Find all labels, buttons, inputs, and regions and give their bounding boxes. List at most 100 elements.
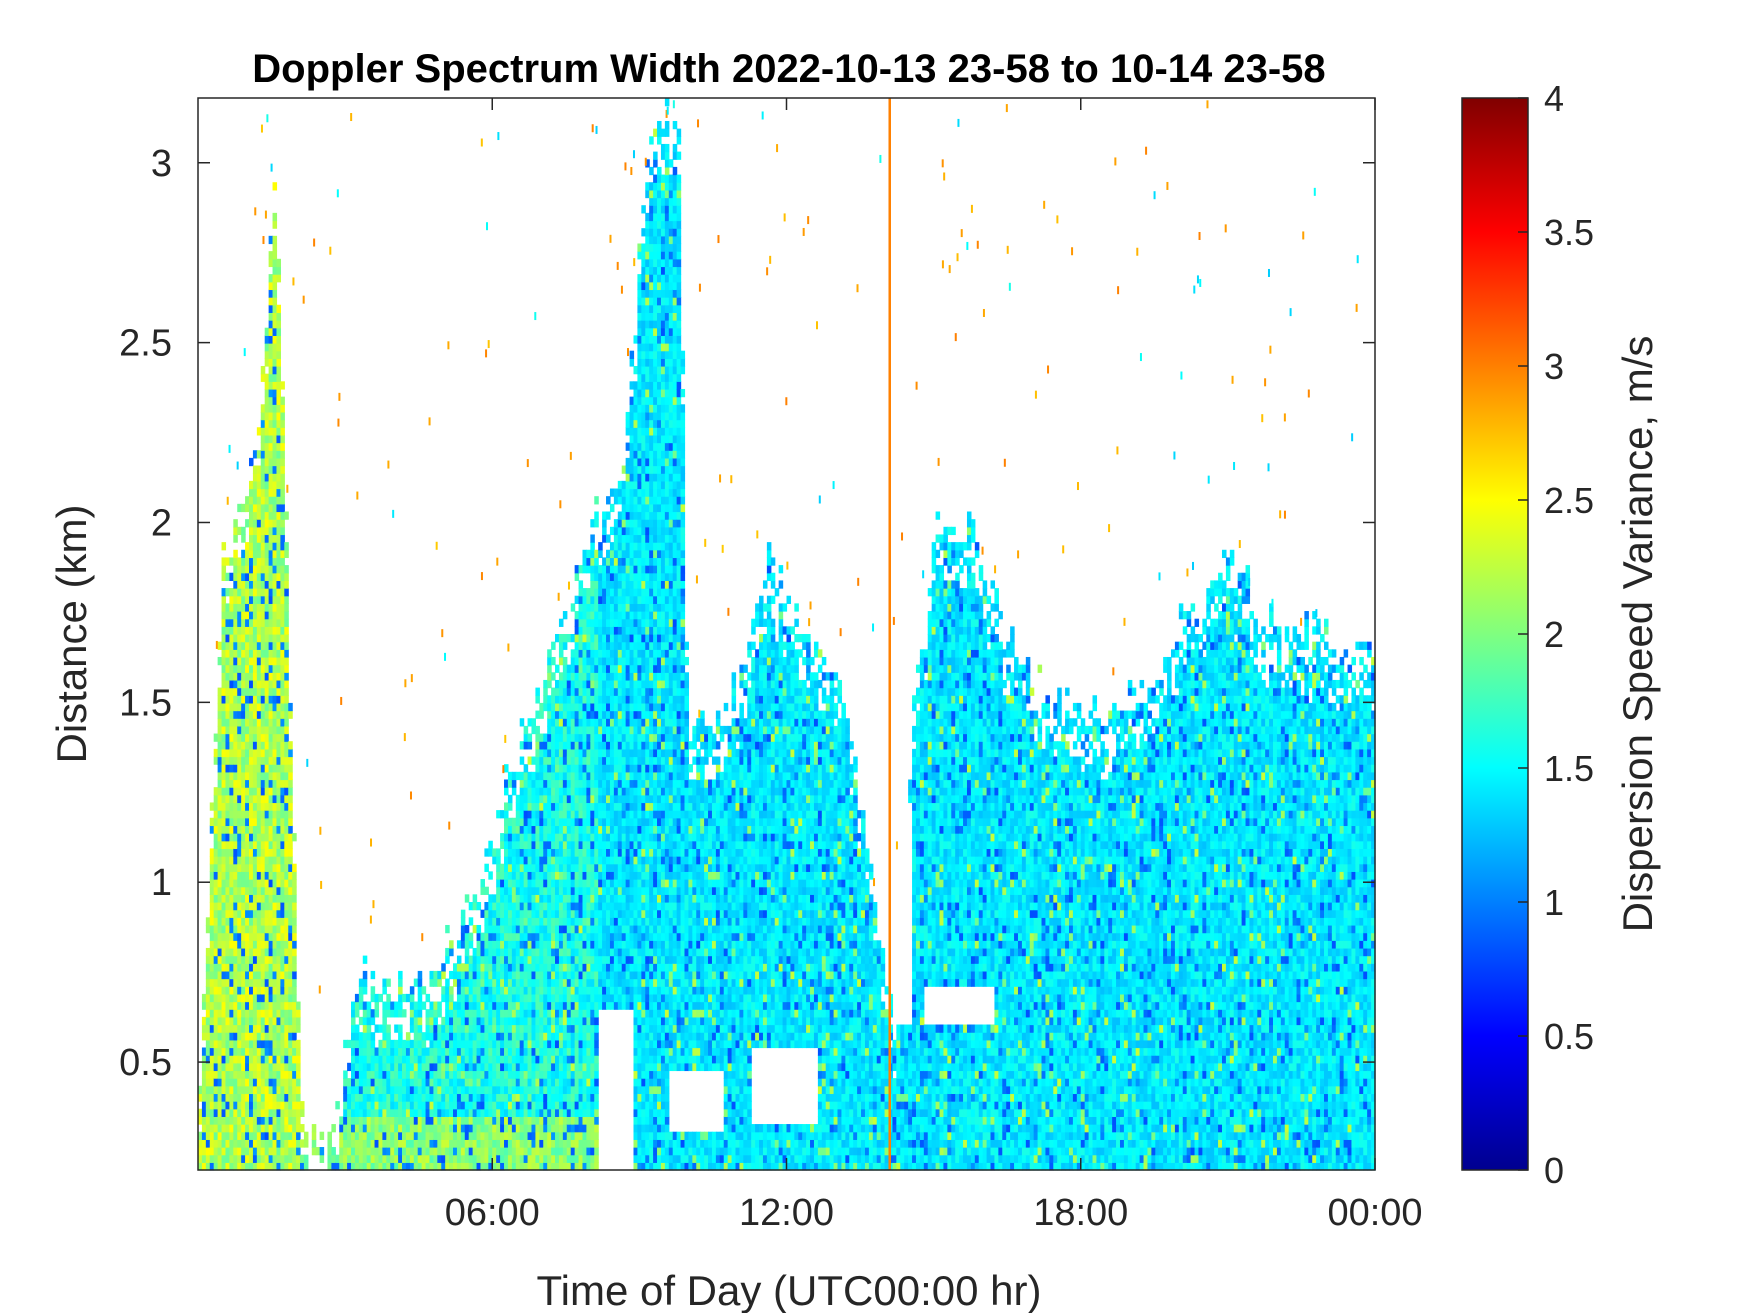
heatmap-cell xyxy=(617,695,623,704)
heatmap-cell xyxy=(268,1101,274,1110)
heatmap-cell xyxy=(578,764,584,773)
heatmap-cell xyxy=(425,1055,431,1064)
heatmap-cell xyxy=(280,687,285,696)
heatmap-cell xyxy=(484,970,489,980)
heatmap-cell xyxy=(504,1085,509,1095)
heatmap-cell xyxy=(464,1039,470,1049)
heatmap-cell xyxy=(268,733,274,742)
heatmap-cell xyxy=(264,725,270,735)
heatmap-cell xyxy=(515,863,521,872)
heatmap-cell xyxy=(237,656,242,666)
heatmap-cell xyxy=(468,940,474,949)
heatmap-cell xyxy=(590,909,595,918)
heatmap-cell xyxy=(358,1039,364,1049)
heatmap-cell xyxy=(249,603,254,612)
heatmap-cell xyxy=(417,1162,423,1171)
heatmap-cell xyxy=(209,1124,215,1133)
heatmap-cell xyxy=(617,664,623,673)
heatmap-cell xyxy=(241,825,246,834)
heatmap-cell xyxy=(433,1016,438,1026)
heatmap-cell xyxy=(217,902,223,911)
heatmap-cell xyxy=(468,1047,474,1056)
heatmap-cell xyxy=(445,1093,450,1102)
heatmap-cell xyxy=(280,1078,285,1087)
heatmap-cell xyxy=(347,1147,352,1156)
heatmap-cell xyxy=(602,833,607,842)
heatmap-cell xyxy=(551,871,556,880)
heatmap-cell xyxy=(496,1139,501,1148)
heatmap-cell xyxy=(570,787,576,796)
heatmap-cell xyxy=(460,1093,466,1102)
heatmap-cell xyxy=(582,879,588,888)
heatmap-cell xyxy=(547,902,552,911)
heatmap-cell xyxy=(578,794,584,804)
heatmap-cell xyxy=(417,970,423,980)
heatmap-cell xyxy=(464,978,470,987)
heatmap-cell xyxy=(229,840,234,849)
heatmap-cell xyxy=(260,457,266,467)
heatmap-cell xyxy=(209,1039,215,1049)
heatmap-cell xyxy=(319,1131,325,1140)
heatmap-cell xyxy=(288,1154,293,1163)
heatmap-cell xyxy=(617,641,623,650)
heatmap-cell xyxy=(570,1162,576,1171)
heatmap-cell xyxy=(264,779,270,788)
heatmap-cell xyxy=(233,1055,238,1064)
heatmap-cell xyxy=(272,1162,278,1171)
heatmap-cell xyxy=(456,1108,462,1117)
heatmap-cell xyxy=(256,534,262,543)
heatmap-cell xyxy=(429,1078,434,1087)
heatmap-cell xyxy=(260,1108,266,1117)
heatmap-cell xyxy=(586,771,591,781)
heatmap-cell xyxy=(252,473,258,482)
heatmap-cell xyxy=(351,1101,356,1110)
heatmap-cell xyxy=(523,810,529,819)
heatmap-cell xyxy=(613,534,619,543)
heatmap-cell xyxy=(547,649,552,658)
heatmap-cell xyxy=(402,1078,407,1087)
heatmap-cell xyxy=(515,932,521,941)
heatmap-cell xyxy=(201,1016,207,1026)
heatmap-cell xyxy=(539,1162,544,1171)
heatmap-cell xyxy=(609,733,615,742)
heatmap-cell xyxy=(362,1124,368,1133)
heatmap-cell xyxy=(221,588,227,597)
heatmap-cell xyxy=(280,580,285,589)
heatmap-cell xyxy=(213,978,219,987)
heatmap-cell xyxy=(488,917,493,926)
heatmap-cell xyxy=(511,1078,517,1087)
heatmap-cell xyxy=(260,595,266,604)
heatmap-cell xyxy=(205,1101,211,1110)
heatmap-cell xyxy=(511,886,517,895)
heatmap-cell xyxy=(280,442,285,451)
heatmap-cell xyxy=(464,1009,470,1018)
heatmap-cell xyxy=(288,1070,293,1079)
heatmap-cell xyxy=(201,1024,207,1033)
heatmap-cell xyxy=(523,940,529,949)
heatmap-cell xyxy=(366,1078,372,1087)
heatmap-cell xyxy=(213,1131,219,1140)
heatmap-cell xyxy=(492,970,497,980)
heatmap-cell xyxy=(205,1062,211,1072)
heatmap-cell xyxy=(252,1116,258,1125)
heatmap-cell xyxy=(405,1093,411,1102)
heatmap-cell xyxy=(362,1039,368,1049)
heatmap-cell xyxy=(209,1101,215,1110)
heatmap-cell xyxy=(543,1032,548,1041)
heatmap-cell xyxy=(260,641,266,650)
heatmap-cell xyxy=(602,779,607,788)
heatmap-cell xyxy=(260,748,266,758)
heatmap-cell xyxy=(276,557,281,566)
heatmap-cell xyxy=(233,626,238,635)
heatmap-cell xyxy=(590,1093,595,1102)
heatmap-cell xyxy=(256,1108,262,1117)
heatmap-cell xyxy=(586,1062,591,1072)
heatmap-cell xyxy=(241,871,246,880)
heatmap-cell xyxy=(260,649,266,658)
heatmap-cell xyxy=(504,764,509,773)
heatmap-cell xyxy=(586,710,591,719)
heatmap-cell xyxy=(609,978,615,987)
heatmap-cell xyxy=(264,649,270,658)
heatmap-cell xyxy=(268,672,274,681)
heatmap-cell xyxy=(488,894,493,903)
